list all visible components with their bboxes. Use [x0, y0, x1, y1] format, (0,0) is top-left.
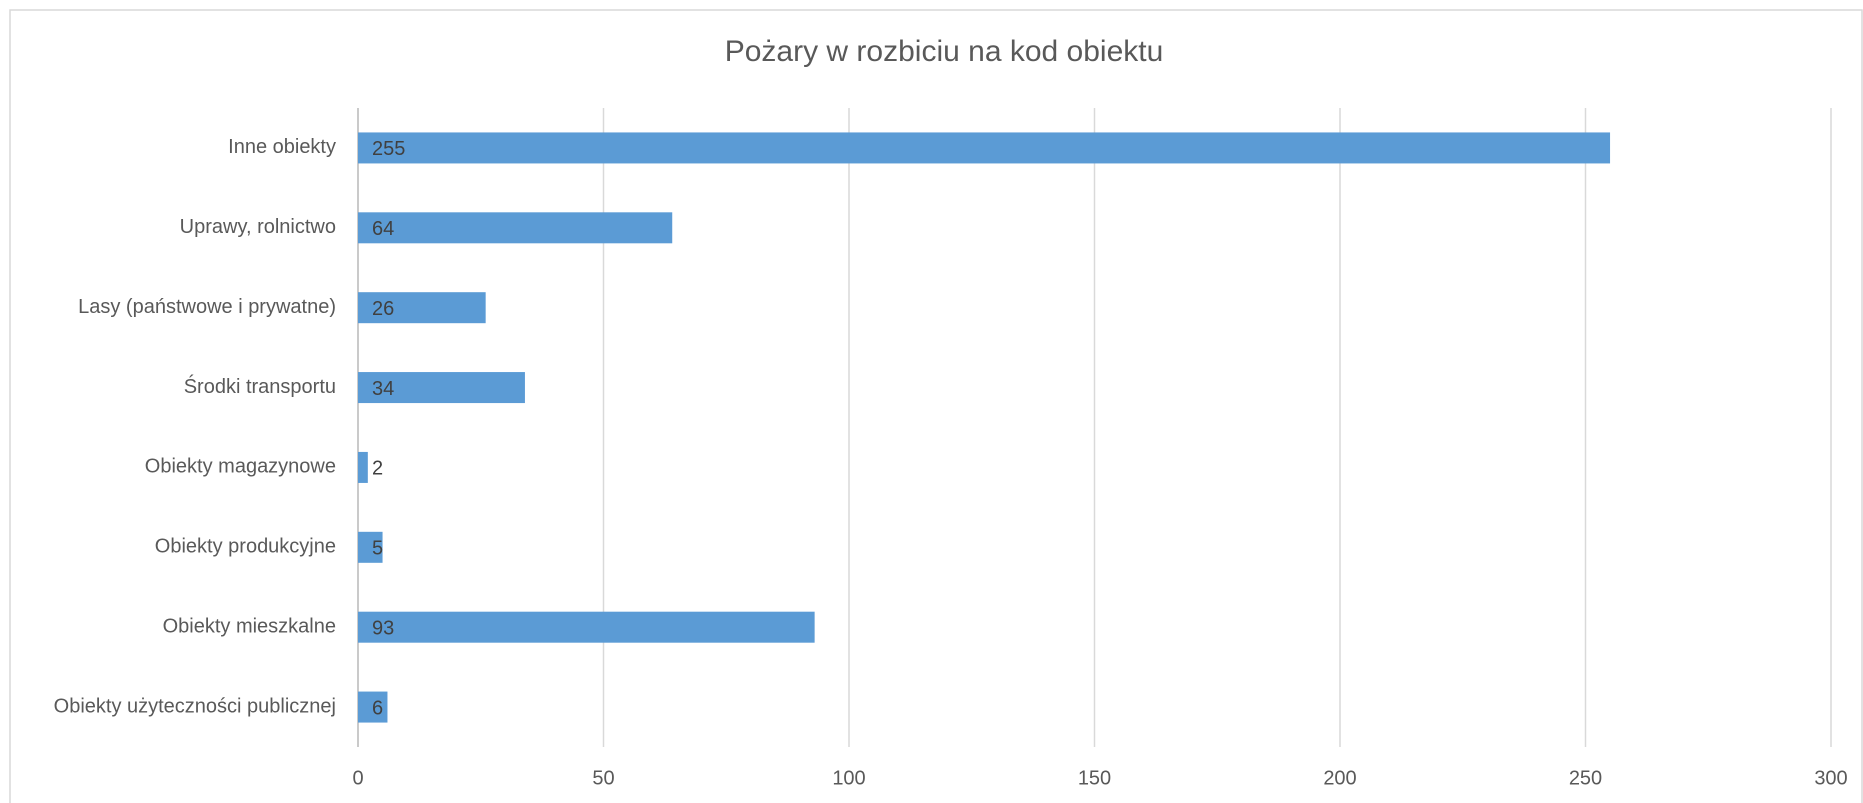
bar [358, 611, 815, 643]
y-tick-label: Inne obiekty [228, 136, 336, 158]
data-label: 255 [372, 138, 405, 160]
y-tick-label: Obiekty produkcyjne [155, 536, 336, 558]
x-tick-label: 150 [1078, 767, 1111, 789]
data-label: 2 [372, 458, 383, 480]
x-tick-label: 0 [352, 767, 363, 789]
y-tick-label: Obiekty użyteczności publicznej [54, 695, 336, 717]
x-tick-label: 50 [592, 767, 614, 789]
x-tick-label: 250 [1569, 767, 1602, 789]
y-tick-label: Środki transportu [184, 374, 336, 398]
chart-title: Pożary w rozbiciu na kod obiektu [725, 35, 1164, 68]
bar [358, 292, 486, 324]
bar [358, 691, 388, 723]
y-tick-label: Obiekty mieszkalne [163, 615, 336, 637]
data-label: 93 [372, 617, 394, 639]
x-tick-label: 300 [1814, 767, 1847, 789]
y-tick-label: Lasy (państwowe i prywatne) [78, 296, 336, 318]
y-tick-label: Uprawy, rolnictwo [180, 216, 336, 238]
chart-border [9, 9, 1863, 803]
bar [358, 531, 383, 563]
bar [358, 372, 525, 404]
bar [358, 212, 673, 244]
x-tick-label: 100 [832, 767, 865, 789]
data-label: 64 [372, 218, 394, 240]
data-label: 34 [372, 378, 394, 400]
bar [358, 132, 1611, 164]
data-label: 5 [372, 538, 383, 560]
bar [358, 451, 368, 483]
y-tick-label: Obiekty magazynowe [145, 456, 336, 478]
data-label: 6 [372, 697, 383, 719]
x-tick-label: 200 [1323, 767, 1356, 789]
data-label: 26 [372, 298, 394, 320]
